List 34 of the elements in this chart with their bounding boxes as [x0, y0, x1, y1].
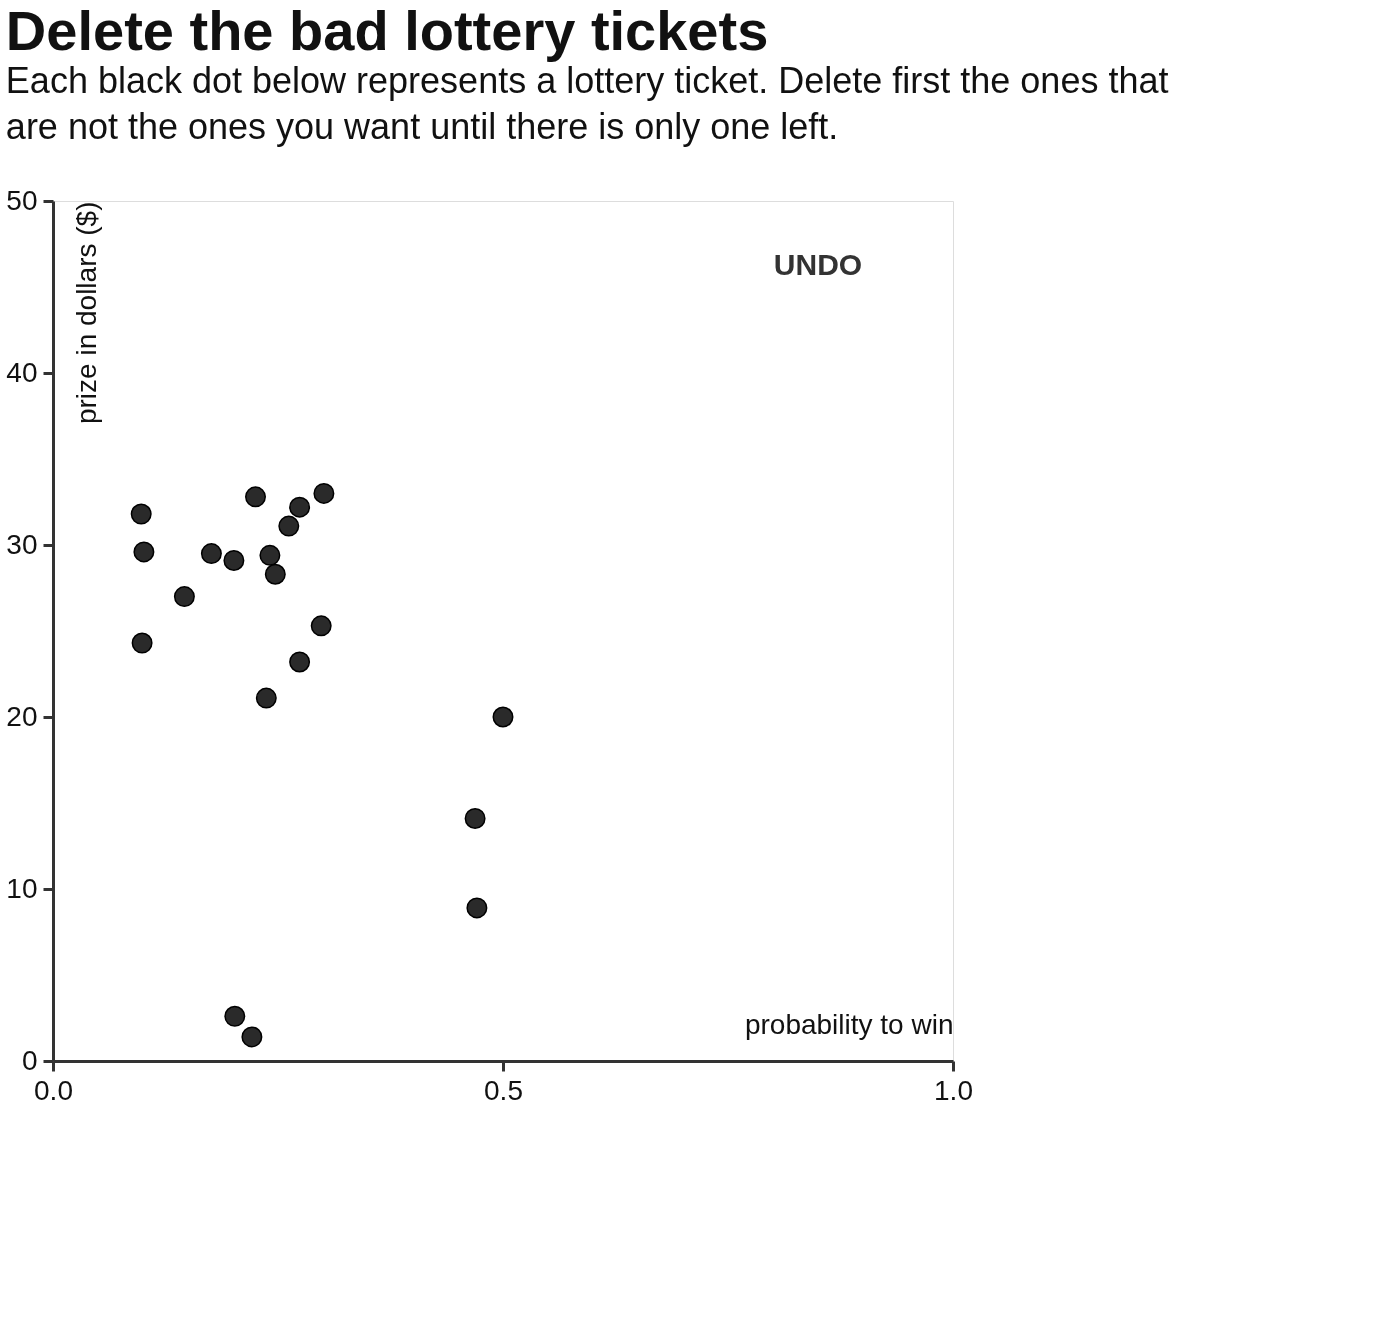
y-tick-label: 10: [6, 872, 38, 904]
point: [131, 632, 153, 654]
point: [255, 687, 277, 709]
chart-title: Delete the bad lottery tickets: [5, 0, 769, 62]
x-tick-label: 0.5: [484, 1074, 523, 1106]
point: [130, 503, 152, 525]
x-tick-label: 0.0: [34, 1074, 73, 1106]
y-tick-label: 50: [6, 184, 38, 216]
point: [223, 550, 245, 571]
point: [259, 544, 281, 566]
y-tick-label: 30: [6, 528, 38, 560]
x-axis-title: probability to win: [744, 1008, 954, 1040]
point: [310, 615, 332, 637]
x-tick-label: 1.0: [934, 1074, 973, 1106]
point: [278, 515, 300, 537]
point: [289, 496, 311, 518]
y-tick-label: 0: [21, 1044, 38, 1076]
point: [492, 706, 514, 728]
point: [289, 651, 311, 673]
point: [466, 897, 488, 919]
point: [133, 541, 155, 563]
point: [313, 482, 335, 504]
y-axis-title: prize in dollars ($): [70, 201, 102, 425]
point: [224, 1005, 246, 1027]
y-tick-label: 20: [6, 700, 38, 732]
point: [245, 486, 266, 508]
text: are not the ones you want until there is only one left.: [5, 106, 839, 147]
annotation: UNDO: [773, 248, 863, 281]
point: [264, 563, 286, 585]
point: [200, 543, 222, 565]
y-tick-label: 40: [6, 356, 38, 388]
point: [464, 808, 486, 829]
point: [241, 1026, 263, 1048]
point: [173, 586, 195, 608]
